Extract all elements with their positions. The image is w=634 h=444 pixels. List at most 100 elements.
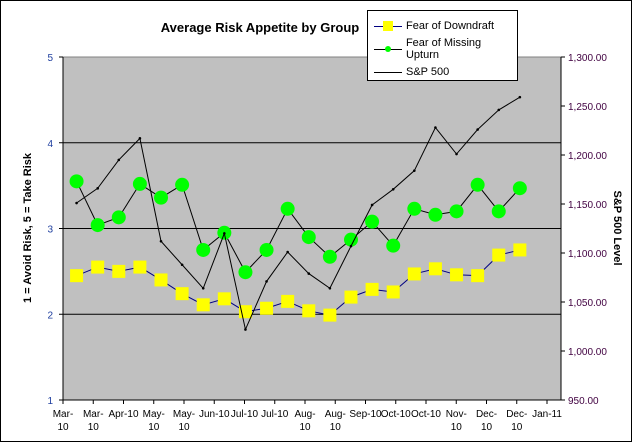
y2-tick-label: 1,250.00 bbox=[568, 102, 607, 113]
y2-tick-label: 1,300.00 bbox=[568, 53, 607, 64]
data-point-fear-of-downdraft bbox=[91, 260, 105, 274]
legend-marker-line-icon bbox=[374, 65, 402, 79]
y2-tick-label: 1,150.00 bbox=[568, 200, 607, 211]
data-point-fear-of-downdraft bbox=[471, 269, 485, 283]
data-point-fear-of-downdraft bbox=[323, 308, 337, 322]
data-point-s-p-500 bbox=[391, 188, 395, 191]
data-point-fear-of-missing-upturn bbox=[196, 242, 211, 257]
data-point-fear-of-missing-upturn bbox=[301, 230, 316, 245]
data-point-fear-of-missing-upturn bbox=[90, 218, 105, 233]
x-tick-label: Aug-10 bbox=[325, 409, 346, 433]
data-point-fear-of-missing-upturn bbox=[386, 238, 401, 253]
data-point-fear-of-downdraft bbox=[428, 262, 442, 276]
data-point-s-p-500 bbox=[370, 203, 374, 207]
data-point-fear-of-missing-upturn bbox=[428, 207, 443, 222]
data-point-fear-of-downdraft bbox=[386, 285, 400, 299]
data-point-fear-of-missing-upturn bbox=[175, 177, 190, 192]
data-point-fear-of-downdraft bbox=[450, 268, 464, 282]
y2-tick-label: 1,050.00 bbox=[568, 298, 607, 309]
data-point-fear-of-missing-upturn bbox=[365, 214, 380, 229]
data-point-fear-of-downdraft bbox=[154, 273, 168, 287]
x-tick-label: Nov-10 bbox=[446, 409, 467, 433]
data-point-fear-of-downdraft bbox=[70, 269, 84, 283]
data-point-s-p-500 bbox=[328, 286, 332, 290]
legend-marker-circle-icon bbox=[374, 42, 402, 56]
data-point-s-p-500 bbox=[455, 152, 458, 156]
legend-item-fear-of-missing-upturn: Fear of Missing Upturn bbox=[374, 37, 517, 61]
data-point-fear-of-downdraft bbox=[112, 264, 126, 278]
data-point-fear-of-missing-upturn bbox=[238, 265, 253, 280]
y-tick-label: 4 bbox=[47, 139, 53, 150]
data-point-fear-of-downdraft bbox=[133, 260, 147, 274]
x-tick-label: May-10 bbox=[173, 409, 195, 433]
legend-label: S&P 500 bbox=[406, 66, 450, 78]
y-tick-label: 1 bbox=[47, 396, 53, 407]
data-point-s-p-500 bbox=[138, 137, 142, 140]
data-point-fear-of-missing-upturn bbox=[154, 190, 169, 205]
data-point-fear-of-missing-upturn bbox=[259, 242, 274, 257]
data-point-s-p-500 bbox=[117, 158, 121, 162]
data-point-s-p-500 bbox=[497, 108, 501, 112]
series-line-fear-of-downdraft bbox=[76, 249, 520, 316]
data-point-fear-of-missing-upturn bbox=[512, 181, 527, 196]
data-point-fear-of-downdraft bbox=[175, 287, 189, 301]
series-line-s-p-500 bbox=[76, 96, 521, 332]
y-tick-label: 2 bbox=[47, 310, 53, 321]
data-point-fear-of-missing-upturn bbox=[491, 204, 506, 219]
legend-label: Fear of Downdraft bbox=[406, 20, 495, 32]
data-point-fear-of-missing-upturn bbox=[449, 204, 464, 219]
data-point-fear-of-downdraft bbox=[492, 248, 506, 262]
data-point-fear-of-missing-upturn bbox=[343, 232, 358, 247]
x-tick-label: Dec-10 bbox=[476, 409, 497, 433]
data-point-fear-of-missing-upturn bbox=[132, 176, 147, 191]
data-point-s-p-500 bbox=[180, 263, 184, 267]
data-point-fear-of-downdraft bbox=[217, 292, 231, 306]
x-tick-label: Dec-10 bbox=[506, 409, 527, 433]
data-point-fear-of-missing-upturn bbox=[69, 174, 84, 189]
y-tick-label: 3 bbox=[47, 225, 53, 236]
data-point-fear-of-missing-upturn bbox=[111, 210, 126, 225]
data-point-fear-of-missing-upturn bbox=[322, 249, 337, 264]
x-tick-label: Apr-10 bbox=[108, 409, 138, 420]
data-point-fear-of-downdraft bbox=[365, 282, 379, 296]
data-point-fear-of-downdraft bbox=[196, 298, 210, 312]
data-point-fear-of-downdraft bbox=[407, 267, 421, 281]
data-point-fear-of-missing-upturn bbox=[407, 201, 422, 216]
x-tick-label: Oct-10 bbox=[381, 409, 411, 420]
data-point-fear-of-downdraft bbox=[302, 304, 316, 318]
data-point-s-p-500 bbox=[349, 244, 353, 248]
data-point-s-p-500 bbox=[476, 128, 479, 131]
data-point-s-p-500 bbox=[286, 250, 289, 254]
data-point-s-p-500 bbox=[159, 239, 163, 243]
x-tick-label: Sep-10 bbox=[349, 409, 382, 420]
y2-tick-label: 950.00 bbox=[568, 396, 599, 407]
legend-item-fear-of-downdraft: Fear of Downdraft bbox=[374, 19, 494, 33]
data-point-fear-of-downdraft bbox=[344, 290, 358, 304]
y-axis-label: 1 = Avoid Risk, 5 = Take Risk bbox=[22, 153, 34, 303]
y2-axis-label: S&P 500 Level bbox=[611, 190, 623, 266]
x-tick-label: Mar-10 bbox=[53, 409, 74, 433]
legend-item-sp500: S&P 500 bbox=[374, 65, 449, 79]
x-tick-label: Mar-10 bbox=[83, 409, 104, 433]
data-point-fear-of-downdraft bbox=[260, 301, 274, 315]
y2-tick-label: 1,200.00 bbox=[568, 151, 607, 162]
chart-title: Average Risk Appetite by Group bbox=[160, 20, 360, 35]
x-tick-label: May-10 bbox=[143, 409, 165, 433]
legend-label: Fear of Missing Upturn bbox=[405, 37, 482, 61]
data-point-s-p-500 bbox=[244, 328, 247, 331]
data-point-s-p-500 bbox=[201, 286, 205, 290]
x-tick-label: Jul-10 bbox=[231, 409, 259, 420]
data-point-s-p-500 bbox=[223, 232, 226, 235]
data-point-s-p-500 bbox=[96, 187, 99, 190]
data-point-fear-of-downdraft bbox=[513, 243, 527, 257]
y2-tick-label: 1,100.00 bbox=[568, 249, 607, 260]
x-tick-label: Jul-10 bbox=[261, 409, 289, 420]
legend-marker-square-icon bbox=[374, 19, 402, 33]
data-point-s-p-500 bbox=[434, 126, 437, 129]
y-tick-label: 5 bbox=[47, 53, 53, 64]
data-point-fear-of-missing-upturn bbox=[280, 201, 295, 216]
data-point-fear-of-downdraft bbox=[281, 294, 295, 308]
y2-tick-label: 1,000.00 bbox=[568, 347, 607, 358]
